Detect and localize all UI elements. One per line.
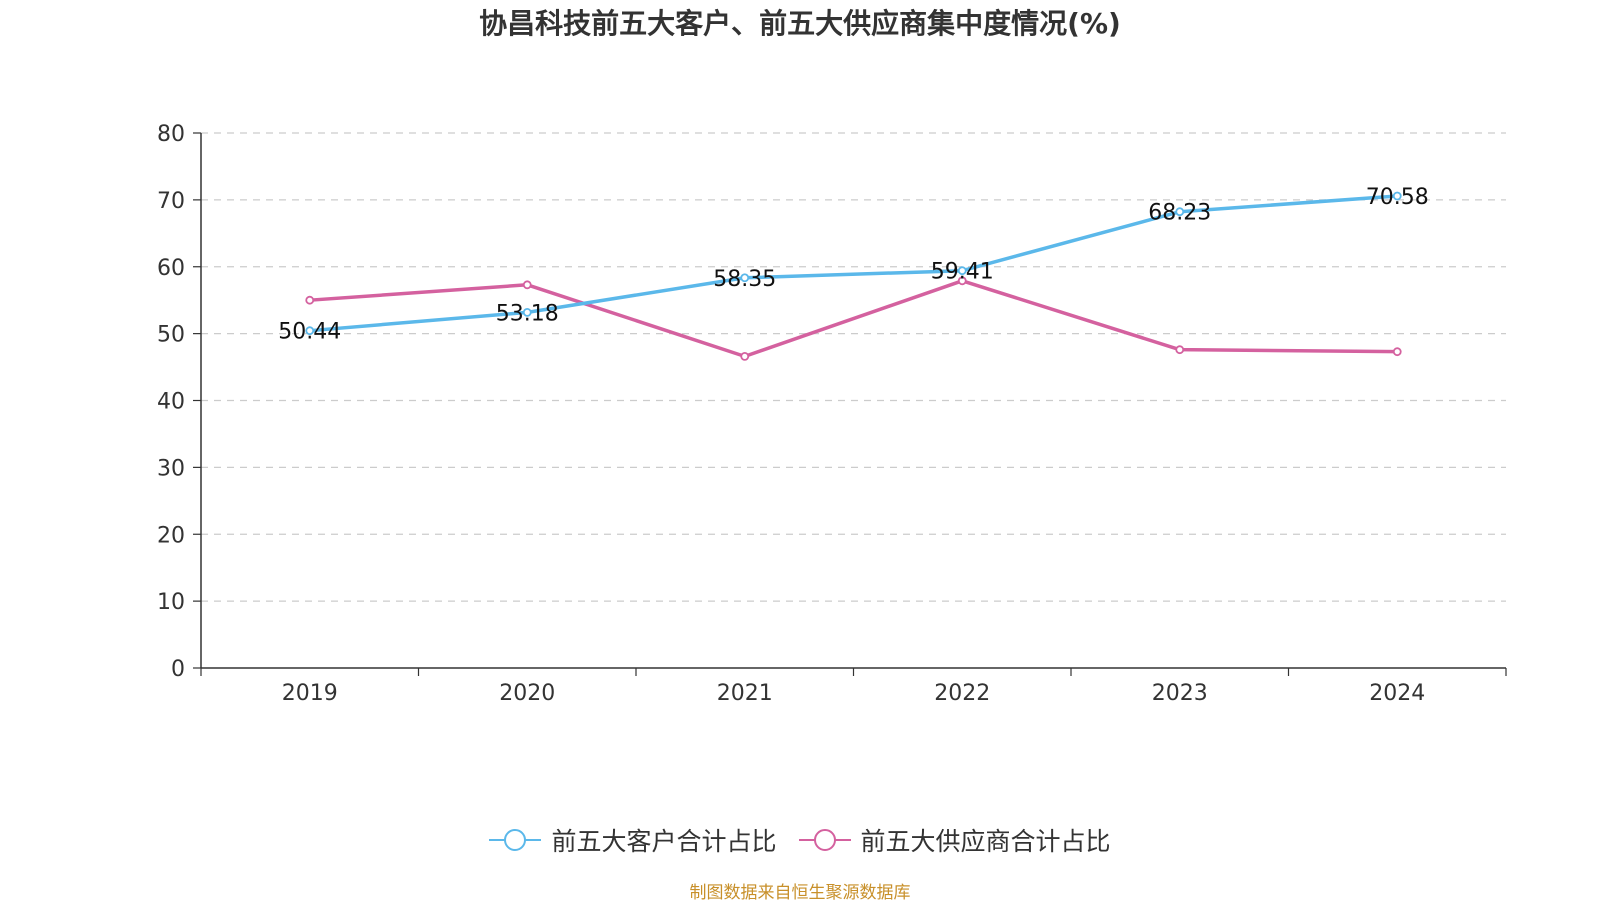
- data-label: 59.41: [931, 260, 994, 285]
- x-tick-label: 2021: [717, 681, 773, 706]
- data-label: 50.44: [278, 320, 341, 345]
- data-point-customers[interactable]: [1392, 191, 1402, 201]
- y-tick-label: 60: [157, 256, 185, 281]
- data-point-customers[interactable]: [305, 326, 315, 336]
- legend-marker-suppliers: [798, 829, 851, 851]
- legend-item-suppliers[interactable]: 前五大供应商合计占比: [798, 822, 1111, 858]
- legend-marker-customers: [489, 829, 542, 851]
- y-tick-label: 10: [157, 590, 185, 615]
- legend-label-customers: 前五大客户合计占比: [551, 827, 777, 856]
- chart-title: 协昌科技前五大客户、前五大供应商集中度情况(%): [479, 7, 1121, 40]
- data-labels: 50.44 53.18 58.35 59.41 68.23 70.58: [278, 185, 1428, 345]
- y-tick-label: 70: [157, 189, 185, 214]
- data-label: 70.58: [1366, 185, 1429, 210]
- data-label: 68.23: [1148, 201, 1211, 226]
- y-tick-label: 80: [157, 122, 185, 147]
- y-tick-label: 0: [171, 657, 185, 682]
- data-point-customers[interactable]: [957, 266, 967, 276]
- data-point-customers[interactable]: [740, 273, 750, 283]
- series-group: [305, 191, 1402, 361]
- data-label: 58.35: [713, 267, 776, 292]
- x-tick-label: 2019: [282, 681, 338, 706]
- y-tick-label: 30: [157, 456, 185, 481]
- y-tick-label: 20: [157, 523, 185, 548]
- data-point-suppliers[interactable]: [740, 351, 750, 361]
- data-point-customers[interactable]: [1175, 207, 1185, 217]
- grid-lines: [201, 132, 1506, 602]
- data-point-suppliers[interactable]: [957, 276, 967, 286]
- data-label: 53.18: [496, 301, 559, 326]
- y-tick-label: 40: [157, 390, 185, 415]
- series-line-customers: [309, 194, 1398, 333]
- x-tick-label: 2020: [499, 681, 555, 706]
- axes: [193, 132, 1507, 676]
- source-note: 制图数据来自恒生聚源数据库: [689, 883, 911, 903]
- x-tick-label: 2024: [1369, 681, 1425, 706]
- x-tick-label: 2023: [1152, 681, 1208, 706]
- legend: 前五大客户合计占比 前五大供应商合计占比: [0, 822, 1600, 858]
- data-point-suppliers[interactable]: [1175, 345, 1185, 355]
- x-tick-label: 2022: [934, 681, 990, 706]
- data-point-customers[interactable]: [522, 307, 532, 317]
- data-point-suppliers[interactable]: [1392, 347, 1402, 357]
- data-point-suppliers[interactable]: [305, 295, 315, 305]
- series-line-suppliers: [309, 279, 1398, 359]
- legend-label-suppliers: 前五大供应商合计占比: [860, 827, 1111, 856]
- y-axis-tick-labels: 0 10 20 30 40 50 60 70 80: [157, 122, 185, 682]
- x-axis-tick-labels: 2019 2020 2021 2022 2023 2024: [282, 681, 1426, 706]
- data-point-suppliers[interactable]: [522, 280, 532, 290]
- y-tick-label: 50: [157, 323, 185, 348]
- legend-item-customers[interactable]: 前五大客户合计占比: [489, 822, 777, 858]
